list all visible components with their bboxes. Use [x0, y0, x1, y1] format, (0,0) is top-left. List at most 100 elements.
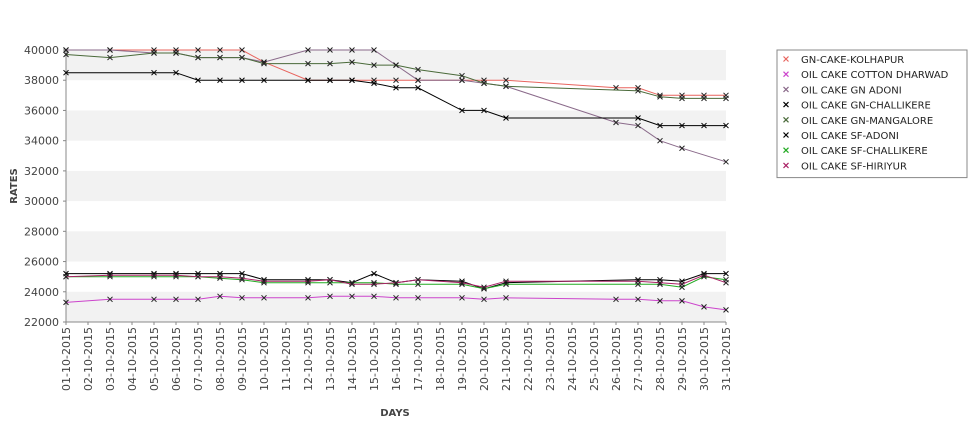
x-tick-label: 23-10-2015: [544, 327, 557, 391]
y-axis-label: RATES: [9, 168, 20, 204]
data-point: [657, 122, 663, 129]
x-tick-label: 02-10-2015: [82, 327, 95, 391]
x-tick-label: 10-10-2015: [258, 327, 271, 391]
y-tick-label: 30000: [24, 195, 59, 208]
data-point: [107, 296, 113, 303]
x-tick-label: 05-10-2015: [148, 327, 161, 391]
legend-label: GN-CAKE-KOLHAPUR: [801, 55, 904, 66]
data-point: [349, 281, 355, 288]
x-tick-label: 27-10-2015: [632, 327, 645, 391]
data-point: [613, 296, 619, 303]
data-point: [261, 77, 267, 84]
data-point: [459, 107, 465, 114]
data-point: [723, 270, 729, 277]
data-point: [239, 294, 245, 301]
data-point: [503, 294, 509, 301]
data-point: [657, 137, 663, 144]
data-point: [63, 51, 69, 58]
legend-label: OIL CAKE COTTON DHARWAD: [801, 70, 949, 81]
y-tick-label: 40000: [24, 44, 59, 57]
data-point: [635, 278, 641, 285]
data-point: [613, 119, 619, 126]
x-tick-label: 28-10-2015: [654, 327, 667, 391]
data-point: [679, 95, 685, 102]
data-point: [195, 296, 201, 303]
data-point: [261, 294, 267, 301]
data-point: [503, 278, 509, 285]
data-point: [327, 276, 333, 283]
legend-marker: [783, 132, 789, 138]
data-point: [635, 115, 641, 121]
data-point: [63, 299, 69, 306]
data-point: [151, 69, 157, 76]
series-4: [63, 50, 729, 102]
x-tick-label: 03-10-2015: [104, 327, 117, 391]
data-point: [657, 279, 663, 286]
data-point: [415, 77, 421, 84]
data-point: [173, 272, 179, 279]
data-point: [723, 158, 729, 165]
series-line: [65, 52, 726, 99]
data-point: [107, 47, 113, 53]
data-point: [349, 77, 355, 84]
data-point: [393, 62, 399, 68]
data-point: [415, 84, 421, 91]
y-tick-label: 34000: [24, 135, 59, 148]
data-point: [107, 54, 113, 61]
x-tick-label: 13-10-2015: [324, 327, 337, 391]
x-tick-label: 17-10-2015: [412, 327, 425, 391]
x-tick-label: 21-10-2015: [500, 327, 513, 391]
x-tick-label: 18-10-2015: [434, 327, 447, 391]
x-tick-label: 19-10-2015: [456, 327, 469, 391]
data-point: [701, 272, 707, 279]
legend-marker: [783, 71, 789, 78]
y-tick-label: 24000: [24, 286, 59, 299]
legend-label: OIL CAKE SF-HIRIYUR: [801, 161, 907, 172]
data-point: [239, 270, 245, 277]
data-point: [349, 59, 355, 65]
y-tick-label: 22000: [24, 316, 59, 329]
legend-label: OIL CAKE SF-CHALLIKERE: [801, 146, 928, 157]
legend-marker: [783, 56, 789, 62]
grid-band: [66, 170, 726, 202]
data-point: [679, 122, 685, 129]
data-point: [415, 294, 421, 301]
data-point: [261, 278, 267, 285]
data-point: [415, 66, 421, 73]
data-point: [173, 50, 179, 56]
data-point: [459, 279, 465, 286]
x-tick-label: 14-10-2015: [346, 327, 359, 391]
data-point: [415, 276, 421, 283]
x-tick-label: 11-10-2015: [280, 327, 293, 391]
legend-marker: [783, 147, 789, 154]
data-point: [657, 297, 663, 304]
data-point: [305, 60, 311, 67]
data-point: [349, 47, 355, 53]
data-point: [217, 47, 223, 53]
y-tick-label: 38000: [24, 74, 59, 87]
series-line: [66, 273, 726, 290]
data-point: [613, 84, 619, 91]
data-point: [481, 80, 487, 87]
x-tick-label: 30-10-2015: [698, 327, 711, 391]
data-point: [305, 77, 311, 84]
legend-label: OIL CAKE GN ADONI: [801, 85, 902, 96]
series-line: [65, 274, 727, 288]
legend: GN-CAKE-KOLHAPUR OIL CAKE COTTON DHARWAD O…: [776, 49, 968, 179]
x-tick-label: 25-10-2015: [588, 327, 601, 391]
data-point: [657, 93, 663, 100]
legend-marker: [783, 101, 789, 108]
x-tick-label: 26-10-2015: [610, 327, 623, 391]
data-point: [327, 47, 333, 53]
data-point: [481, 296, 487, 303]
data-point: [371, 270, 377, 277]
x-tick-label: 20-10-2015: [478, 327, 491, 391]
data-point: [63, 47, 69, 53]
data-point: [63, 69, 69, 76]
legend-label: OIL CAKE GN-CHALLIKERE: [801, 101, 931, 112]
x-tick-label: 01-10-2015: [60, 327, 73, 391]
data-point: [305, 47, 311, 53]
data-point: [701, 95, 707, 102]
grid-band: [66, 291, 726, 322]
